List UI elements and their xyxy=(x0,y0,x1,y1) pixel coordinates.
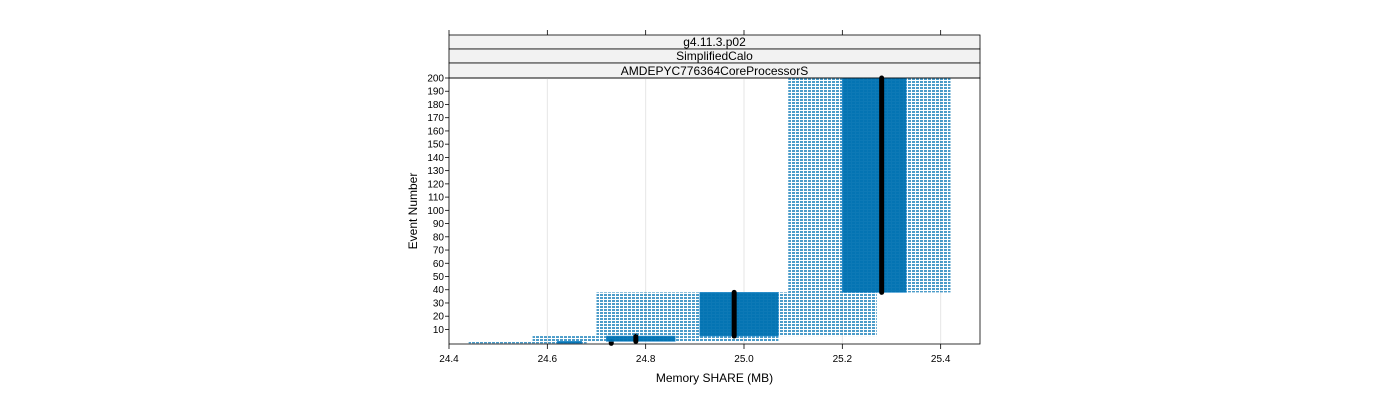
y-tick-label: 40 xyxy=(433,285,445,296)
y-tick-label: 90 xyxy=(433,219,445,230)
y-tick-label: 50 xyxy=(433,272,445,283)
strip-0: g4.11.3.p02 xyxy=(448,34,981,50)
strip-label-2: AMDEPYC776364CoreProcessorS xyxy=(621,64,808,78)
x-axis: 24.4 24.6 24.8 25.0 25.2 25.4 xyxy=(439,30,951,365)
y-tick-label: 100 xyxy=(427,206,444,217)
y-tick-label: 70 xyxy=(433,246,445,257)
y-tick-label: 180 xyxy=(427,100,444,111)
x-tick-label: 25.0 xyxy=(734,354,754,365)
bars xyxy=(468,75,951,346)
x-axis-label: Memory SHARE (MB) xyxy=(656,371,773,385)
y-tick-label: 80 xyxy=(433,232,445,243)
inner-range-bar xyxy=(699,292,779,337)
strip-1: SimplifiedCalo xyxy=(448,48,981,64)
y-axis-label: Event Number xyxy=(406,173,420,250)
y-tick-label: 170 xyxy=(427,113,444,124)
strip-label-0: g4.11.3.p02 xyxy=(683,35,746,49)
y-tick-label: 190 xyxy=(427,87,444,98)
y-tick-label: 160 xyxy=(427,126,444,137)
y-tick-label: 30 xyxy=(433,298,445,309)
x-tick-label: 25.4 xyxy=(931,354,951,365)
y-tick-label: 140 xyxy=(427,153,444,164)
strip-2: AMDEPYC776364CoreProcessorS xyxy=(448,62,981,79)
y-tick-label: 130 xyxy=(427,166,444,177)
strip-label-1: SimplifiedCalo xyxy=(676,49,753,63)
y-tick-label: 60 xyxy=(433,259,445,270)
y-tick-label: 200 xyxy=(427,74,444,85)
plot-frame xyxy=(448,77,981,345)
x-tick-label: 24.4 xyxy=(439,354,459,365)
y-tick-label: 120 xyxy=(427,179,444,190)
inner-range-bar xyxy=(556,341,583,344)
x-tick-label: 24.6 xyxy=(538,354,558,365)
inner-range-bar xyxy=(842,77,907,293)
y-tick-label: 150 xyxy=(427,140,444,151)
x-tick-label: 25.2 xyxy=(833,354,853,365)
y-tick-label: 20 xyxy=(433,312,445,323)
x-tick-label: 24.8 xyxy=(636,354,656,365)
inner-range-bar xyxy=(606,335,676,342)
y-tick-label: 110 xyxy=(428,193,444,204)
y-tick-label: 10 xyxy=(433,325,445,336)
y-axis: 10 20 30 40 50 60 70 80 90 100 110 120 130 140 150 160 1… xyxy=(427,74,449,336)
outer-range-bar xyxy=(468,341,587,344)
